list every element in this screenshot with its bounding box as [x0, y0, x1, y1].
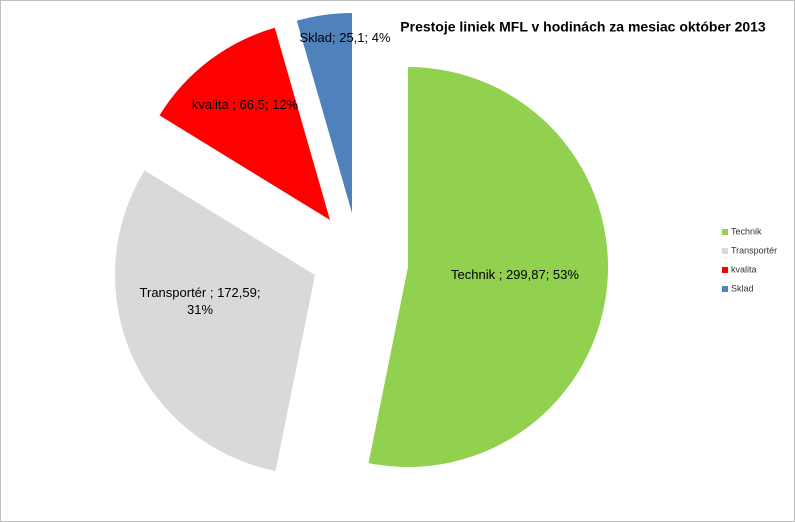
pie-slice — [368, 67, 608, 467]
pie-slice — [296, 13, 352, 213]
legend-label: Technik — [731, 226, 762, 236]
legend-swatch — [722, 286, 728, 292]
data-label: Technik ; 299,87; 53% — [451, 267, 579, 282]
data-label-box: Transportér ; 172,59; 31% — [139, 285, 261, 317]
pie-slice — [115, 170, 315, 472]
legend-label: Sklad — [731, 283, 754, 293]
chart-title: Prestoje liniek MFL v hodinách za mesiac… — [400, 19, 766, 35]
legend-swatch — [722, 248, 728, 254]
legend-swatch — [722, 267, 728, 273]
data-label: Transportér ; 172,59; 31% — [139, 285, 261, 317]
data-label: Sklad; 25,1; 4% — [299, 30, 391, 45]
legend-label: Transportér — [731, 245, 777, 255]
data-label-box: kvalita ; 66,5; 12% — [191, 97, 299, 112]
legend-label: kvalita — [731, 264, 757, 274]
pie-slice — [159, 27, 330, 220]
data-label: kvalita ; 66,5; 12% — [191, 97, 299, 112]
legend-swatch — [722, 229, 728, 235]
data-label-box: Sklad; 25,1; 4% — [299, 30, 391, 45]
data-label-box: Technik ; 299,87; 53% — [451, 267, 579, 282]
